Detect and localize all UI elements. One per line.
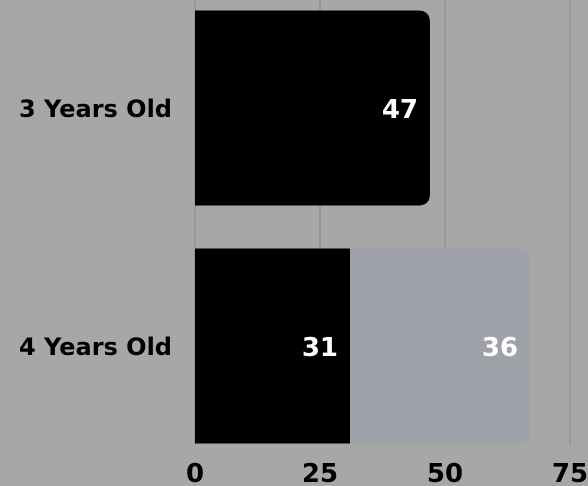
- x-tick-label-75: 75: [552, 459, 588, 486]
- data-label-4-years-old-1: 31: [302, 333, 338, 363]
- data-labels: 47 31 36: [302, 95, 518, 363]
- x-tick-label-0: 0: [186, 459, 204, 486]
- bar-4-years-old-series-1: [195, 248, 350, 444]
- bar-4-years-old-series-2: [350, 248, 530, 444]
- category-label-3-years-old: 3 Years Old: [19, 95, 172, 123]
- x-tick-label-25: 25: [302, 459, 338, 486]
- category-labels: 3 Years Old 4 Years Old: [19, 95, 172, 361]
- bars: [195, 10, 530, 444]
- x-tick-label-50: 50: [427, 459, 463, 486]
- data-label-4-years-old-2: 36: [482, 333, 518, 363]
- x-axis-ticks: 0 25 50 75: [186, 459, 588, 486]
- bar-3-years-old-series-1: [195, 10, 430, 206]
- category-label-4-years-old: 4 Years Old: [19, 333, 172, 361]
- data-label-3-years-old-1: 47: [382, 95, 418, 125]
